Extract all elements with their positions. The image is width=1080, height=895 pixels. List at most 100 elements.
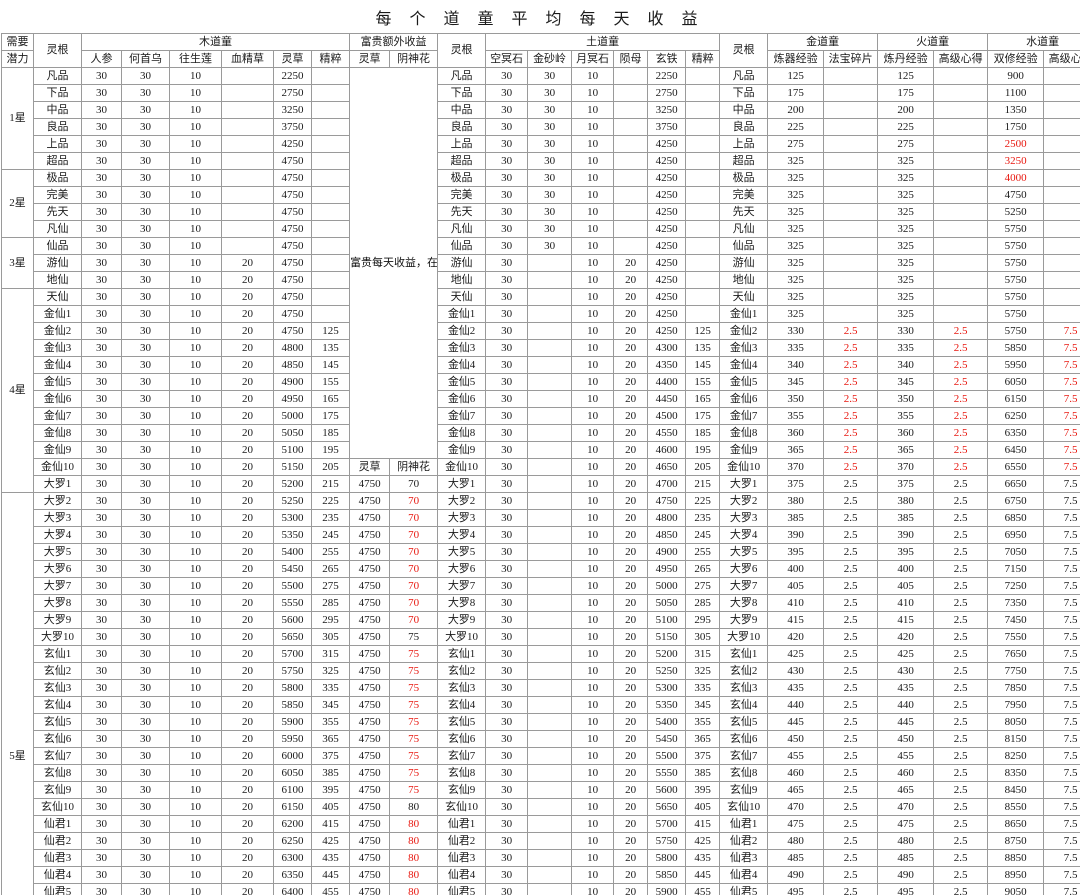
earth-cell-0: 30 bbox=[485, 373, 529, 391]
table-row: 超品3030104750超品3030104250超品3253253250超品 bbox=[2, 152, 1080, 170]
metal-cell-1: 2.5 bbox=[823, 815, 879, 833]
table-row: 下品3030102750下品3030102750下品1751751100下品 bbox=[2, 84, 1080, 102]
row-label-left: 仙君5 bbox=[33, 883, 82, 895]
metal-cell-0: 325 bbox=[767, 237, 825, 255]
earth-cell-1: 30 bbox=[527, 186, 573, 204]
metal-cell-0: 450 bbox=[767, 730, 825, 748]
row-label-left: 玄仙3 bbox=[33, 679, 82, 697]
table-row: 金仙6 30 30 10 20 4950 165 金仙6 30 10 20 4450 165 金仙6 350… bbox=[2, 390, 1080, 408]
row-label-left: 中品 bbox=[33, 101, 82, 119]
metal-cell-1: 2.5 bbox=[823, 866, 879, 884]
metal-cell-0: 330 bbox=[767, 322, 825, 340]
metal-cell-0: 465 bbox=[767, 781, 825, 799]
row-label-left: 地仙 bbox=[33, 271, 82, 289]
wood-cell-1: 30 bbox=[121, 713, 170, 731]
earth-cell-2: 10 bbox=[571, 390, 615, 408]
table-row: 金仙5 30 30 10 20 4900 155 金仙5 30 10 20 4400 155 金仙5 345… bbox=[2, 373, 1080, 391]
wood-cell-5 bbox=[310, 118, 351, 136]
header-group-fire: 火道童 bbox=[877, 33, 989, 51]
row-label-left: 先天 bbox=[33, 203, 82, 221]
metal-cell-1: 2.5 bbox=[823, 696, 879, 714]
wood-cell-0: 30 bbox=[81, 424, 122, 442]
earth-cell-0: 30 bbox=[485, 798, 529, 816]
wood-cell-0: 30 bbox=[81, 237, 122, 255]
wood-cell-1: 30 bbox=[121, 560, 170, 578]
row-label-mid2: 玄仙6 bbox=[719, 730, 769, 748]
row-label-mid1: 凡品 bbox=[437, 67, 487, 85]
wood-cell-3: 20 bbox=[221, 509, 274, 527]
earth-cell-2: 10 bbox=[571, 730, 615, 748]
earth-cell-0: 30 bbox=[485, 458, 529, 476]
wood-cell-3 bbox=[221, 67, 274, 85]
earth-cell-0: 30 bbox=[485, 628, 529, 646]
earth-cell-0: 30 bbox=[485, 305, 529, 323]
wood-cell-5: 375 bbox=[310, 747, 351, 765]
earth-cell-1 bbox=[527, 798, 573, 816]
metal-cell-0: 335 bbox=[767, 339, 825, 357]
water-cell-1 bbox=[1043, 271, 1080, 289]
fire-cell-0: 325 bbox=[877, 152, 935, 170]
wood-cell-3: 20 bbox=[221, 288, 274, 306]
wood-cell-5: 435 bbox=[310, 849, 351, 867]
fire-cell-0: 400 bbox=[877, 560, 935, 578]
earth-cell-2: 10 bbox=[571, 594, 615, 612]
water-cell-1 bbox=[1043, 101, 1080, 119]
wood-cell-0: 30 bbox=[81, 305, 122, 323]
header-wood-0: 人参 bbox=[81, 50, 122, 68]
wood-cell-0: 30 bbox=[81, 866, 122, 884]
wood-cell-0: 30 bbox=[81, 390, 122, 408]
wood-cell-5: 165 bbox=[310, 390, 351, 408]
fire-cell-0: 425 bbox=[877, 645, 935, 663]
wood-cell-0: 30 bbox=[81, 458, 122, 476]
water-cell-0: 7750 bbox=[987, 662, 1045, 680]
header-earth-2: 月冥石 bbox=[571, 50, 615, 68]
wood-cell-0: 30 bbox=[81, 475, 122, 493]
rich-cell-0: 4750 bbox=[349, 543, 391, 561]
rich-cell-1: 80 bbox=[389, 798, 439, 816]
wood-cell-1: 30 bbox=[121, 356, 170, 374]
wood-cell-2: 10 bbox=[169, 577, 222, 595]
fire-cell-1: 2.5 bbox=[933, 577, 989, 595]
earth-cell-5: 405 bbox=[685, 798, 721, 816]
wood-cell-2: 10 bbox=[169, 679, 222, 697]
row-label-left: 仙君1 bbox=[33, 815, 82, 833]
wood-cell-2: 10 bbox=[169, 645, 222, 663]
row-label-left: 金仙6 bbox=[33, 390, 82, 408]
earth-cell-4: 2750 bbox=[647, 84, 687, 102]
wood-cell-4: 5000 bbox=[273, 407, 312, 425]
wood-cell-4: 4850 bbox=[273, 356, 312, 374]
earth-cell-3: 20 bbox=[613, 883, 649, 895]
wood-cell-5: 155 bbox=[310, 373, 351, 391]
rich-cell-0: 4750 bbox=[349, 509, 391, 527]
wood-cell-4: 5700 bbox=[273, 645, 312, 663]
rich-cell-0: 4750 bbox=[349, 883, 391, 895]
water-cell-1: 7.5 bbox=[1043, 373, 1080, 391]
wood-cell-2: 10 bbox=[169, 730, 222, 748]
earth-cell-4: 4250 bbox=[647, 186, 687, 204]
earth-cell-0: 30 bbox=[485, 271, 529, 289]
water-cell-0: 7650 bbox=[987, 645, 1045, 663]
earth-cell-1 bbox=[527, 679, 573, 697]
fire-cell-1: 2.5 bbox=[933, 390, 989, 408]
metal-cell-1 bbox=[823, 118, 879, 136]
earth-cell-5 bbox=[685, 84, 721, 102]
earth-cell-3: 20 bbox=[613, 866, 649, 884]
wood-cell-2: 10 bbox=[169, 509, 222, 527]
earth-cell-2: 10 bbox=[571, 101, 615, 119]
table-row: 金仙1 30 30 10 20 4750 金仙1 30 10 20 4250 金仙1 325 325 575… bbox=[2, 305, 1080, 323]
wood-cell-5: 235 bbox=[310, 509, 351, 527]
earth-cell-2: 10 bbox=[571, 832, 615, 850]
row-label-mid1: 良品 bbox=[437, 118, 487, 136]
wood-cell-4: 6300 bbox=[273, 849, 312, 867]
wood-cell-2: 10 bbox=[169, 390, 222, 408]
metal-cell-1: 2.5 bbox=[823, 798, 879, 816]
row-label-mid1: 仙君3 bbox=[437, 849, 487, 867]
wood-cell-0: 30 bbox=[81, 492, 122, 510]
wood-cell-5: 185 bbox=[310, 424, 351, 442]
wood-cell-4: 4750 bbox=[273, 152, 312, 170]
earth-cell-4: 4750 bbox=[647, 492, 687, 510]
fire-cell-1: 2.5 bbox=[933, 747, 989, 765]
rich-cell-0: 4750 bbox=[349, 798, 391, 816]
row-label-mid2: 极品 bbox=[719, 169, 769, 187]
earth-cell-4: 4900 bbox=[647, 543, 687, 561]
